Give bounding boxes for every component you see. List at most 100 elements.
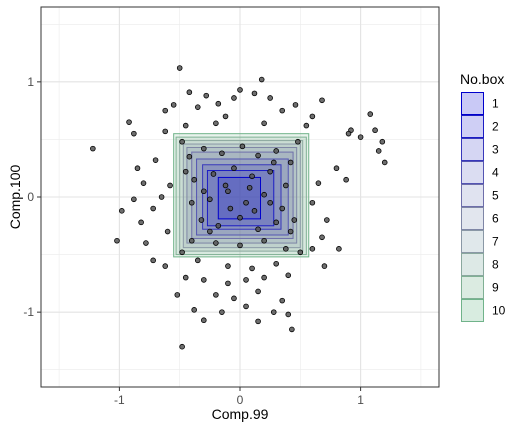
data-point-11 xyxy=(251,90,258,97)
data-point-45 xyxy=(315,180,322,186)
data-point-109 xyxy=(283,246,289,252)
data-point-19 xyxy=(309,113,316,120)
data-point-115 xyxy=(246,184,253,191)
data-point-60 xyxy=(261,274,267,281)
data-point-26 xyxy=(182,122,189,129)
data-point-80 xyxy=(186,153,193,160)
legend: No.box 1 2 3 4 5 6 7 8 9 10 xyxy=(460,71,506,322)
data-point-101 xyxy=(237,214,243,221)
data-point-96 xyxy=(243,199,249,206)
legend-label-1: 1 xyxy=(492,97,499,111)
data-point-123 xyxy=(291,217,298,223)
data-point-6 xyxy=(170,102,177,108)
x-tick-label-1: 0 xyxy=(237,393,244,407)
box-6 xyxy=(186,146,298,244)
data-point-94 xyxy=(207,196,213,203)
nested-boxes xyxy=(173,133,310,258)
data-point-107 xyxy=(237,242,243,249)
y-axis-title: Comp.100 xyxy=(7,164,23,229)
data-point-31 xyxy=(134,165,141,172)
legend-key-1 xyxy=(461,92,484,115)
data-point-47 xyxy=(333,165,340,172)
x-axis-title: Comp.99 xyxy=(212,406,269,422)
data-point-77 xyxy=(249,265,255,272)
legend-key-border-10 xyxy=(461,299,484,322)
legend-key-2 xyxy=(461,115,484,138)
legend-label-3: 3 xyxy=(492,143,499,157)
data-point-72 xyxy=(255,318,261,325)
data-point-43 xyxy=(162,263,169,269)
data-point-42 xyxy=(150,257,156,264)
data-point-121 xyxy=(267,199,273,206)
data-point-85 xyxy=(273,148,279,154)
x-tick-label-2: 1 xyxy=(357,393,364,407)
data-point-97 xyxy=(261,191,267,198)
data-point-108 xyxy=(261,237,267,244)
legend-label-4: 4 xyxy=(492,166,499,180)
data-point-99 xyxy=(198,217,205,223)
x-tick-label-0: -1 xyxy=(114,393,125,407)
data-point-63 xyxy=(231,295,237,302)
data-point-95 xyxy=(225,188,231,195)
data-point-91 xyxy=(267,168,273,175)
data-point-87 xyxy=(191,176,197,183)
data-point-33 xyxy=(167,182,173,189)
data-point-106 xyxy=(213,240,219,246)
data-point-105 xyxy=(188,237,195,244)
data-point-41 xyxy=(114,237,120,244)
data-point-102 xyxy=(255,226,261,233)
data-point-9 xyxy=(319,97,325,104)
data-point-86 xyxy=(287,159,294,166)
data-point-2 xyxy=(186,89,193,96)
data-point-36 xyxy=(150,205,156,212)
data-point-90 xyxy=(249,173,255,180)
data-point-112 xyxy=(179,249,185,256)
data-point-70 xyxy=(270,309,277,315)
data-point-116 xyxy=(227,205,234,212)
data-point-122 xyxy=(182,168,189,175)
data-point-76 xyxy=(225,263,231,269)
data-point-100 xyxy=(215,222,222,229)
data-point-21 xyxy=(357,134,364,140)
legend-key-8 xyxy=(461,253,484,276)
data-point-104 xyxy=(287,228,294,235)
data-point-68 xyxy=(219,309,225,315)
legend-label-6: 6 xyxy=(492,212,499,226)
legend-label-5: 5 xyxy=(492,189,499,203)
data-point-49 xyxy=(319,234,325,241)
data-point-46 xyxy=(324,217,330,223)
y-tick-label-1: 0 xyxy=(27,190,34,204)
data-point-62 xyxy=(213,292,219,298)
legend-key-border-7 xyxy=(461,230,484,253)
data-point-5 xyxy=(267,95,273,101)
data-point-93 xyxy=(188,199,195,206)
data-point-74 xyxy=(289,326,295,333)
legend-key-9 xyxy=(461,276,484,299)
data-point-35 xyxy=(131,196,137,203)
data-point-120 xyxy=(207,228,213,235)
data-point-24 xyxy=(367,111,374,117)
data-point-17 xyxy=(279,107,286,114)
legend-key-border-3 xyxy=(461,138,484,161)
data-point-15 xyxy=(162,107,169,114)
data-point-84 xyxy=(255,152,261,159)
data-point-51 xyxy=(321,263,328,269)
data-point-22 xyxy=(375,148,382,154)
legend-key-border-9 xyxy=(461,276,484,299)
data-point-14 xyxy=(131,130,137,137)
data-point-67 xyxy=(191,307,197,313)
data-point-32 xyxy=(140,180,147,186)
data-point-61 xyxy=(285,272,292,279)
legend-key-border-1 xyxy=(461,92,484,115)
data-point-7 xyxy=(231,95,237,101)
legend-label-8: 8 xyxy=(492,258,499,272)
legend-key-border-4 xyxy=(461,161,484,184)
data-point-117 xyxy=(251,208,258,214)
data-point-18 xyxy=(222,113,229,120)
data-point-119 xyxy=(270,159,277,166)
data-point-78 xyxy=(273,260,279,267)
data-point-44 xyxy=(309,199,316,206)
box-4 xyxy=(196,158,289,236)
data-point-69 xyxy=(243,303,249,310)
